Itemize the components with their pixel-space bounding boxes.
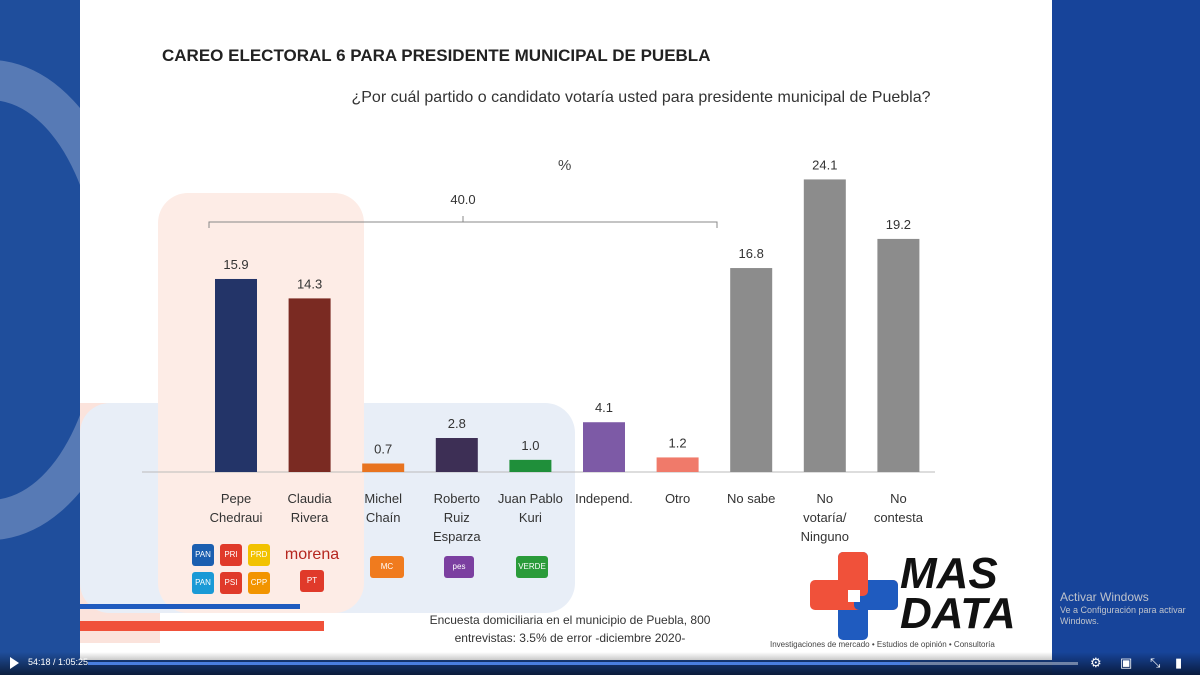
party-logo-icon: PRD <box>248 544 270 566</box>
bar <box>803 179 846 472</box>
chart-title: ¿Por cuál partido o candidato votaría us… <box>351 89 931 106</box>
bracket-label: 40.0 <box>450 192 475 207</box>
category-label-line: Roberto <box>433 491 480 506</box>
bar <box>435 438 478 472</box>
party-logo-icon: PSI <box>220 572 242 594</box>
category-label-line: Michel <box>364 491 402 506</box>
category-label-line: Chedraui <box>209 510 263 525</box>
party-logo-icon: morena <box>284 546 340 563</box>
bar <box>215 278 257 472</box>
footer-line: Encuesta domiciliaria en el municipio de… <box>429 613 711 627</box>
brand-line: MAS <box>900 549 998 598</box>
stripe-red <box>80 621 324 631</box>
category-label: Roberto Ruiz Esparza <box>412 489 502 546</box>
category-label-line: Independ. <box>575 491 633 506</box>
bar <box>656 457 699 472</box>
play-icon[interactable] <box>10 657 19 669</box>
brand-line: DATA <box>900 589 1016 638</box>
bar <box>730 268 773 472</box>
category-label-line: Chaín <box>365 510 401 525</box>
value-label: 19.2 <box>886 217 911 232</box>
category-label-line: Otro <box>664 491 691 506</box>
decorative-ring <box>0 60 80 540</box>
category-label-line: Pepe <box>220 491 252 506</box>
category-label-line: No <box>816 491 834 506</box>
y-unit-label: % <box>558 157 572 174</box>
value-label: 1.2 <box>669 435 687 450</box>
category-label: Otro <box>633 489 723 508</box>
category-label-line: Ninguno <box>800 529 850 544</box>
footer-note: Encuesta domiciliaria en el municipio de… <box>380 611 760 647</box>
category-label-line: No sabe <box>726 491 776 506</box>
settings-icon[interactable]: ⚙ <box>1090 655 1102 670</box>
value-label: 2.8 <box>448 416 466 431</box>
category-label-line: votaría/ <box>803 510 847 525</box>
category-label-line: Kuri <box>518 510 542 525</box>
category-label: No votaría/Ninguno <box>780 489 870 546</box>
background-left <box>0 0 80 675</box>
party-logo-icon: MC <box>370 556 404 578</box>
category-label-line: Claudia <box>287 491 332 506</box>
bar <box>509 459 552 472</box>
time-display: 54:18 / 1:05:25 <box>28 657 89 667</box>
party-logo-icon: PAN <box>192 572 214 594</box>
progress-bar[interactable] <box>88 662 1078 665</box>
category-label: Independ. <box>559 489 649 508</box>
value-label: 24.1 <box>812 157 837 172</box>
miniplayer-icon[interactable]: ▣ <box>1120 655 1133 670</box>
background-right <box>1052 0 1200 675</box>
bracket <box>208 216 718 228</box>
volume-icon[interactable]: ▮ <box>1175 655 1183 670</box>
fullscreen-icon[interactable]: ⤡ <box>1150 655 1161 670</box>
video-player-controls: 54:18 / 1:05:25 ⚙ ▣ ⤡ ▮ <box>0 652 1200 675</box>
watermark-line: Activar Windows <box>1060 590 1149 604</box>
category-label: Pepe Chedraui <box>191 489 281 527</box>
brand-name: MAS DATA <box>900 549 1016 638</box>
party-logo-icon: PRI <box>220 544 242 566</box>
party-logo-icon: pes <box>444 556 474 578</box>
watermark-line: Ve a Configuración para activar Windows. <box>1060 605 1186 626</box>
bar <box>288 298 331 472</box>
stripe-blue <box>80 604 300 609</box>
bar-chart: 15.9 14.3 0.7 2.8 1.0 4.1 1.2 16.8 24.1 19.2 40.0 <box>142 157 935 473</box>
category-label-line: Rivera <box>290 510 329 525</box>
slide-title: CAREO ELECTORAL 6 PARA PRESIDENTE MUNICI… <box>162 46 711 65</box>
value-label: 1.0 <box>521 438 539 453</box>
category-label: Claudia Rivera <box>265 489 355 527</box>
party-logo-icon: PAN <box>192 544 214 566</box>
slide: CAREO ELECTORAL 6 PARA PRESIDENTE MUNICI… <box>80 0 1052 660</box>
category-label: No sabe <box>706 489 796 508</box>
bar <box>583 422 625 472</box>
category-label: No contesta <box>853 489 943 527</box>
value-label: 15.9 <box>223 257 248 272</box>
value-label: 0.7 <box>374 442 392 457</box>
footer-line: entrevistas: 3.5% de error -diciembre 20… <box>454 631 686 645</box>
category-label: Michel Chaín <box>338 489 428 527</box>
category-label-line: Esparza <box>432 529 481 544</box>
value-label: 4.1 <box>595 400 613 415</box>
bar <box>877 238 920 472</box>
value-label: 14.3 <box>297 276 322 291</box>
bar <box>362 463 405 472</box>
category-label: Juan Pablo Kuri <box>485 489 575 527</box>
brand-tagline: Investigaciones de mercado • Estudios de… <box>770 640 995 649</box>
party-logo-icon: CPP <box>248 572 270 594</box>
category-label-line: contesta <box>873 510 923 525</box>
party-logo-icon: PT <box>300 570 324 592</box>
category-label-line: Juan Pablo <box>497 491 563 506</box>
progress-fill <box>88 662 910 665</box>
masdata-logo-icon <box>810 552 898 640</box>
category-label-line: Ruiz <box>443 510 470 525</box>
windows-watermark: Activar Windows Ve a Configuración para a… <box>1060 590 1195 627</box>
category-label-line: No <box>890 491 907 506</box>
value-label: 16.8 <box>739 246 764 261</box>
party-logo-icon: VERDE <box>516 556 548 578</box>
